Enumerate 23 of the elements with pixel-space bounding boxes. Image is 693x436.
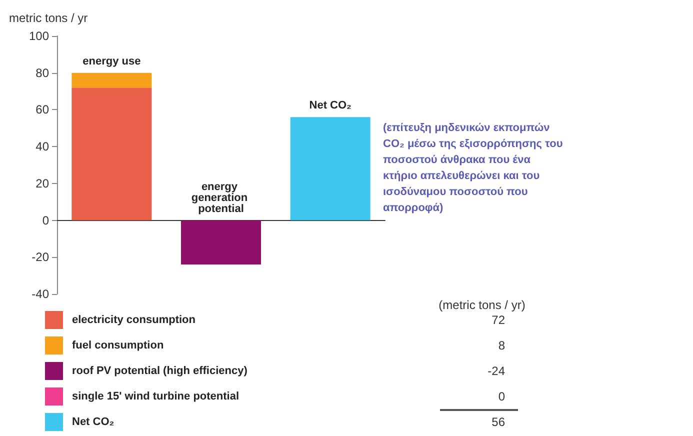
y-tick-label: 40	[36, 140, 50, 154]
y-tick-label: -40	[32, 287, 50, 301]
text: 56	[492, 415, 506, 429]
legend-label: electricity consumption	[72, 314, 196, 326]
y-tick-label: -20	[32, 250, 50, 264]
legend-label: fuel consumption	[72, 340, 164, 352]
y-axis-title: metric tons / yr	[9, 11, 88, 25]
y-tick-label: 20	[36, 176, 50, 190]
legend-label: Net CO₂	[72, 416, 114, 428]
text: -24	[488, 364, 506, 378]
text: 72	[492, 313, 506, 327]
y-tick-label: 80	[36, 66, 50, 80]
legend-label: single 15' wind turbine potential	[72, 390, 240, 402]
x-tick-label: energy use	[82, 55, 141, 68]
text: 0	[498, 390, 506, 404]
y-tick-label: 100	[28, 29, 50, 43]
y-tick-label: 60	[36, 102, 50, 117]
legend-label: roof PV potential (high efficiency)	[72, 365, 248, 377]
x-tick-label: energy generation potential	[191, 180, 251, 215]
text: 8	[498, 338, 506, 352]
text: (metric tons / yr)	[438, 298, 526, 312]
annotation: (επίτευξη μηδενικών εκπομπών CO₂ μέσω της εξισορρόπησης του ποσοστού άνθρακα που ένα κτήριο απελευθερώνει και του ισοδύναμου ποσοστού που απορροφά)	[383, 122, 566, 214]
y-tick-label: 0	[42, 213, 50, 228]
